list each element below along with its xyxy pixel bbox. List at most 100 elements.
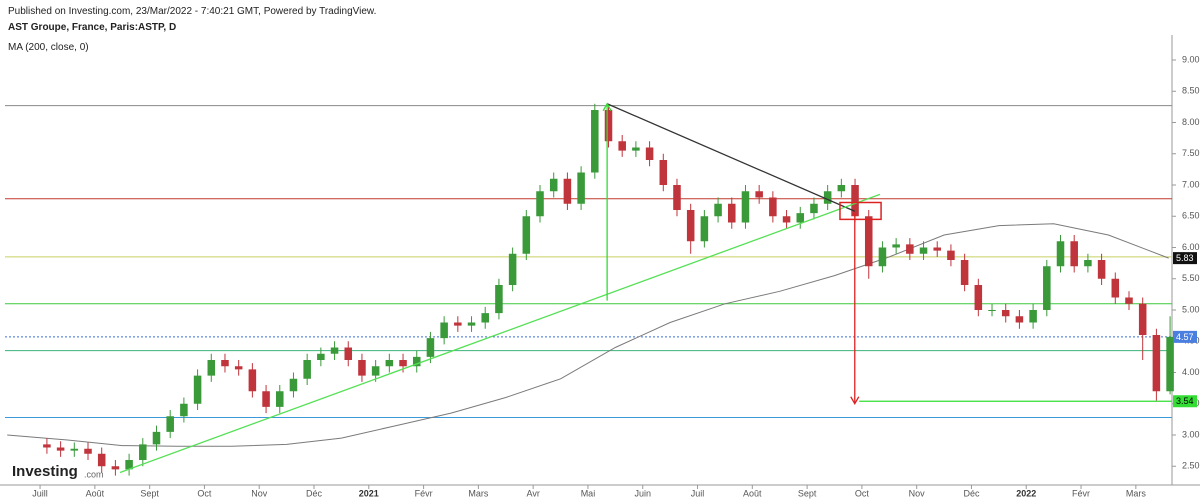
candle-body bbox=[84, 448, 92, 454]
x-tick-label: Juil bbox=[691, 488, 705, 498]
x-tick-label: Oct bbox=[855, 488, 870, 498]
y-tick-label: 7.50 bbox=[1182, 148, 1200, 158]
arrow-head bbox=[850, 396, 860, 406]
price-label: 3.54 bbox=[1176, 396, 1194, 406]
candle-body bbox=[686, 210, 695, 242]
candle-body bbox=[892, 244, 900, 248]
candle-body bbox=[796, 213, 805, 223]
candle-body bbox=[1125, 297, 1133, 304]
candle-body bbox=[700, 216, 709, 242]
candle-body bbox=[645, 147, 654, 160]
candle-body bbox=[221, 360, 229, 367]
candle-body bbox=[1056, 241, 1065, 267]
candle-body bbox=[454, 322, 462, 326]
price-label: 4.57 bbox=[1176, 332, 1194, 342]
x-tick-label: Juin bbox=[634, 488, 651, 498]
candle-body bbox=[591, 110, 599, 173]
candle-body bbox=[303, 360, 311, 379]
candle-body bbox=[1166, 336, 1174, 392]
y-tick-label: 7.00 bbox=[1182, 179, 1200, 189]
x-tick-label: 2021 bbox=[359, 488, 379, 498]
x-tick-label: Juill bbox=[32, 488, 48, 498]
x-tick-label: Nov bbox=[251, 488, 268, 498]
candle-body bbox=[577, 172, 585, 204]
candle-body bbox=[755, 191, 763, 198]
candle-body bbox=[152, 431, 161, 445]
price-label: 5.83 bbox=[1176, 253, 1194, 263]
y-tick-label: 5.00 bbox=[1182, 304, 1200, 314]
x-tick-label: Mars bbox=[1126, 488, 1146, 498]
candle-body bbox=[933, 247, 941, 251]
candle-body bbox=[632, 147, 640, 151]
x-tick-label: Nov bbox=[909, 488, 926, 498]
candle-body bbox=[1111, 278, 1120, 298]
candle-body bbox=[399, 360, 407, 367]
candle-body bbox=[125, 460, 133, 470]
candle-body bbox=[440, 322, 448, 339]
candle-body bbox=[988, 310, 996, 311]
candle-body bbox=[289, 378, 298, 392]
candle-body bbox=[426, 338, 435, 357]
candle-body bbox=[317, 353, 325, 360]
candle-body bbox=[782, 216, 791, 223]
price-label-box bbox=[1173, 252, 1197, 265]
candle-body bbox=[604, 110, 613, 142]
candle-body bbox=[1070, 241, 1078, 267]
candle-body bbox=[864, 216, 873, 267]
candle-body bbox=[43, 444, 51, 448]
candle-body bbox=[1043, 266, 1051, 310]
candle-body bbox=[522, 216, 531, 254]
logo: Investing bbox=[12, 463, 78, 480]
candle-body bbox=[960, 260, 969, 285]
candle-body bbox=[741, 191, 750, 223]
candle-body bbox=[234, 366, 243, 370]
candle-body bbox=[70, 448, 79, 451]
candle-body bbox=[673, 185, 681, 210]
y-tick-label: 5.50 bbox=[1182, 273, 1200, 283]
candle-body bbox=[769, 197, 777, 217]
candle-body bbox=[371, 366, 380, 376]
candle-body bbox=[1152, 335, 1161, 392]
candle-body bbox=[358, 360, 366, 376]
price-label-box bbox=[1173, 330, 1197, 343]
y-tick-label: 6.00 bbox=[1182, 242, 1200, 252]
candle-body bbox=[906, 244, 914, 254]
candle-body bbox=[207, 360, 216, 376]
candle-body bbox=[248, 369, 257, 392]
candle-body bbox=[262, 391, 270, 407]
candle-body bbox=[1097, 260, 1106, 279]
candle-body bbox=[536, 191, 544, 217]
candle-body bbox=[508, 253, 517, 285]
candle-body bbox=[974, 285, 983, 310]
x-tick-label: Sept bbox=[798, 488, 817, 498]
candle-body bbox=[385, 360, 394, 367]
x-tick-label: Déc bbox=[306, 488, 323, 498]
chart-title: AST Groupe, France, Paris:ASTP, D bbox=[8, 22, 177, 33]
candle-body bbox=[111, 466, 120, 470]
x-tick-label: Sept bbox=[140, 488, 159, 498]
y-tick-label: 3.00 bbox=[1182, 429, 1200, 439]
x-tick-label: Mars bbox=[468, 488, 488, 498]
candle-body bbox=[56, 447, 65, 451]
x-tick-label: Avr bbox=[526, 488, 539, 498]
candle-body bbox=[467, 322, 476, 326]
candle-body bbox=[166, 416, 174, 432]
candle-body bbox=[193, 375, 202, 404]
published-note: Published on Investing.com, 23/Mar/2022 … bbox=[8, 6, 377, 17]
x-tick-label: 2022 bbox=[1016, 488, 1036, 498]
indicator-label: MA (200, close, 0) bbox=[8, 42, 89, 53]
candle-body bbox=[618, 141, 626, 151]
y-tick-label: 8.50 bbox=[1182, 86, 1200, 96]
candle-body bbox=[412, 356, 421, 367]
candle-body bbox=[851, 185, 859, 217]
ma-line bbox=[7, 223, 1169, 447]
candle-body bbox=[1001, 310, 1010, 317]
candle-body bbox=[330, 347, 339, 354]
drawing-box bbox=[839, 201, 882, 221]
y-tick-label: 9.00 bbox=[1182, 54, 1200, 64]
candle-body bbox=[1015, 316, 1024, 323]
x-tick-label: Août bbox=[743, 488, 762, 498]
price-label-box bbox=[1173, 395, 1197, 408]
candle-body bbox=[837, 185, 846, 192]
